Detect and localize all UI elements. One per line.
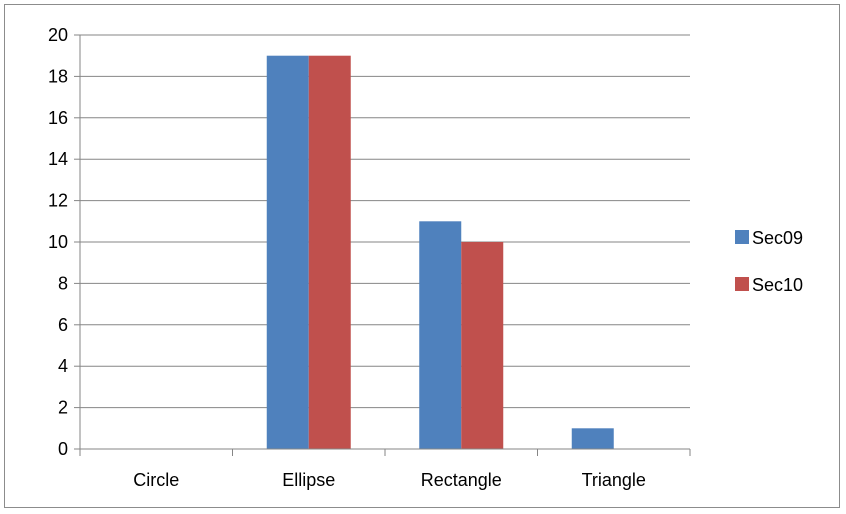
legend-label-sec10: Sec10 xyxy=(752,275,803,295)
bar-sec10-ellipse xyxy=(308,55,351,449)
x-tick-label: Triangle xyxy=(582,470,646,490)
gridlines xyxy=(80,34,690,409)
y-tick-label: 0 xyxy=(58,439,68,459)
bar-sec10-rectangle xyxy=(461,242,504,449)
x-tick-label: Circle xyxy=(133,470,179,490)
x-tick-label: Rectangle xyxy=(421,470,502,490)
y-tick-label: 8 xyxy=(58,273,68,293)
bars xyxy=(266,55,614,449)
y-tick-label: 2 xyxy=(58,398,68,418)
legend-swatch-sec09 xyxy=(735,230,749,244)
legend-label-sec09: Sec09 xyxy=(752,228,803,248)
y-tick-label: 4 xyxy=(58,356,68,376)
legend-swatch-sec10 xyxy=(735,277,749,291)
y-tick-label: 14 xyxy=(48,149,68,169)
y-tick-label: 20 xyxy=(48,25,68,45)
y-tick-label: 18 xyxy=(48,66,68,86)
y-tick-label: 12 xyxy=(48,191,68,211)
y-tick-label: 6 xyxy=(58,315,68,335)
tick-labels: 0 2 4 6 8 10 12 14 16 18 20 Circle Ellipse Rectangle T… xyxy=(48,25,646,490)
axes xyxy=(74,34,691,456)
bar-sec09-ellipse xyxy=(266,55,309,449)
x-tick-label: Ellipse xyxy=(282,470,335,490)
bar-sec09-triangle xyxy=(571,428,614,449)
legend: Sec09 Sec10 xyxy=(735,228,803,295)
y-tick-label: 10 xyxy=(48,232,68,252)
y-tick-label: 16 xyxy=(48,108,68,128)
bar-sec09-rectangle xyxy=(419,221,462,449)
